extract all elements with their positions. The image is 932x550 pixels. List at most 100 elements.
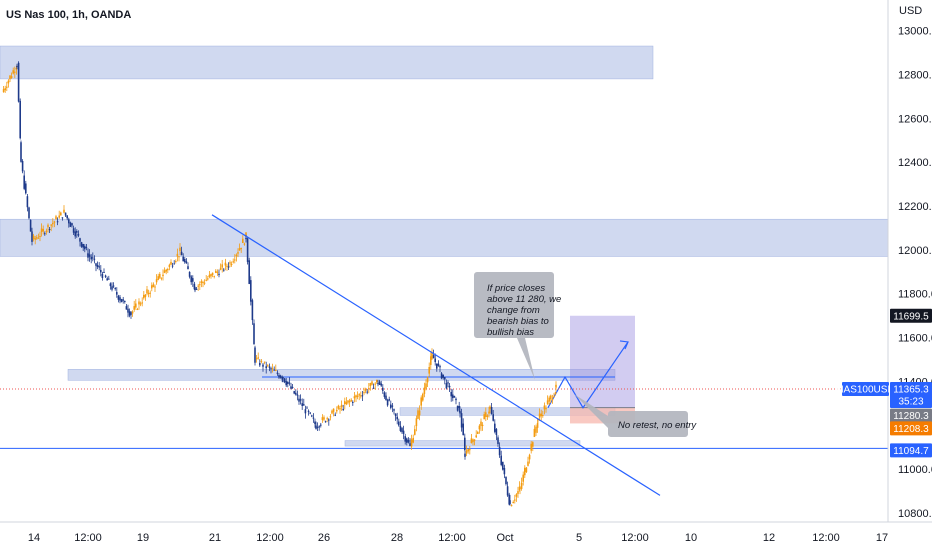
candle-body <box>555 384 557 388</box>
candle-body <box>315 425 317 429</box>
candle-body <box>298 398 300 402</box>
candle-body <box>40 228 43 232</box>
candle-body <box>37 237 40 239</box>
candle-body <box>383 392 386 397</box>
candle-body <box>192 278 194 282</box>
bias-note-line: change from <box>487 305 540 316</box>
candle-body <box>285 381 287 386</box>
price-tag-entry <box>890 408 932 423</box>
candle-body <box>111 286 113 290</box>
candle-body <box>47 224 49 228</box>
candle-body <box>45 230 48 232</box>
candle-body <box>278 375 280 378</box>
candle-body <box>404 436 406 442</box>
candle-body <box>93 258 96 260</box>
candle-body <box>66 215 68 219</box>
candle-body <box>447 382 449 384</box>
candle-body <box>200 281 203 284</box>
candle-body <box>208 274 211 278</box>
projection-path[interactable] <box>547 341 629 409</box>
horizontal-lines-layer[interactable] <box>0 376 888 449</box>
price-tag-line <box>890 443 932 458</box>
candle-body <box>439 366 441 368</box>
candle-body <box>116 292 118 295</box>
candle-body <box>550 395 552 400</box>
candle-body <box>268 366 271 368</box>
long-position-layer[interactable] <box>547 315 635 424</box>
candle-body <box>32 235 35 240</box>
candle-body <box>410 439 413 447</box>
candle-body <box>469 449 471 451</box>
candle-body <box>470 438 473 444</box>
candle-body <box>245 237 247 240</box>
candle-body <box>163 270 166 273</box>
candle-body <box>428 367 430 374</box>
candle-body <box>356 395 359 397</box>
descending-trendline[interactable] <box>211 214 661 496</box>
candle-body <box>139 303 142 305</box>
candle-body <box>215 270 217 273</box>
candle-body <box>554 392 557 394</box>
candle-body <box>80 242 83 247</box>
candle-body <box>355 395 357 398</box>
chart-title: US Nas 100, 1h, OANDA <box>6 9 131 21</box>
candle-body <box>128 311 131 316</box>
long-position-target-zone[interactable] <box>570 315 635 408</box>
candle-body <box>68 219 70 224</box>
candle-body <box>88 254 91 257</box>
time-tick-label: Oct <box>496 532 513 544</box>
candle-body <box>295 392 297 395</box>
candle-body <box>235 254 238 257</box>
candle-body <box>347 400 349 403</box>
candle-body <box>417 410 419 419</box>
candle-body <box>106 278 108 281</box>
candle-body <box>344 401 346 405</box>
candle-body <box>342 408 344 410</box>
price-tag-symbol-text: NAS100USD <box>836 385 894 396</box>
candle-body <box>246 238 249 262</box>
candle-body <box>426 377 429 383</box>
candle-body <box>553 396 555 398</box>
candle-body <box>486 415 489 418</box>
retest-note-callout[interactable] <box>574 394 688 437</box>
candle-body <box>502 461 504 470</box>
candle-body <box>414 429 416 435</box>
candle-body <box>527 461 529 466</box>
price-tick-label: 12000.0 <box>898 245 932 257</box>
candle-body <box>394 413 397 417</box>
candle-body <box>184 258 186 263</box>
candle-body <box>42 228 44 232</box>
candle-body <box>267 365 269 367</box>
candle-body <box>154 286 156 288</box>
time-axis[interactable]: 14 12:00 19 21 12:00 26 28 12:00 Oct 5 12:00 10 12 12… <box>0 521 932 544</box>
candle-body <box>374 383 376 385</box>
candle-body <box>136 309 139 311</box>
candle-body <box>232 261 234 263</box>
candle-body <box>182 256 184 262</box>
candle-body <box>423 387 426 394</box>
projection-arrowhead <box>619 340 629 350</box>
bias-note-line: bullish bias <box>487 327 534 338</box>
candle-body <box>219 267 222 270</box>
candle-body <box>190 276 192 283</box>
time-tick-label: 12:00 <box>74 532 102 544</box>
candle-body <box>85 246 88 248</box>
price-tick-label: 11800.0 <box>898 289 932 301</box>
candle-body <box>409 443 411 446</box>
trendline-layer[interactable] <box>211 214 661 496</box>
candle-body <box>340 404 343 408</box>
candle-body <box>445 383 448 389</box>
candle-body <box>434 358 436 362</box>
time-tick-label: 12:00 <box>438 532 466 544</box>
candle-body <box>250 280 252 302</box>
candle-body <box>306 407 308 409</box>
candle-body <box>506 486 509 496</box>
candle-body <box>316 426 319 428</box>
bias-note-callout[interactable] <box>474 272 554 380</box>
candle-body <box>23 175 25 189</box>
candle-body <box>141 302 143 304</box>
price-tag-countdown-text: 35:23 <box>898 397 923 408</box>
